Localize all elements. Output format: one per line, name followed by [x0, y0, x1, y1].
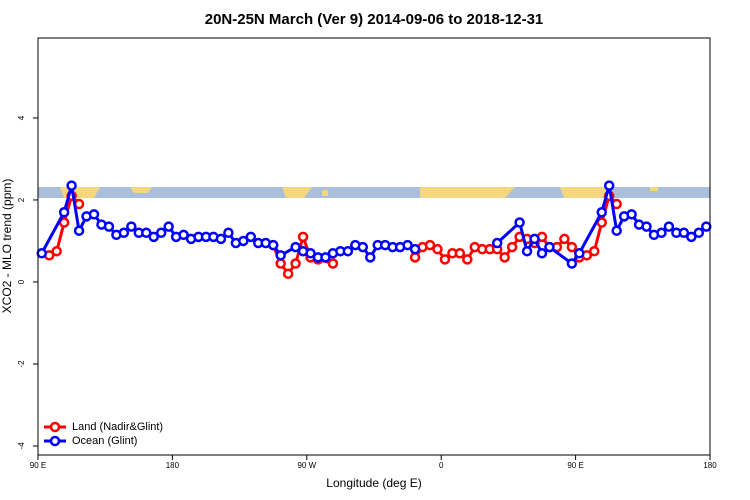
point	[58, 207, 70, 218]
y-tick-label: -4	[17, 442, 26, 450]
x-tick-label: 0	[439, 461, 444, 470]
point	[290, 258, 301, 269]
point	[529, 233, 540, 245]
point	[536, 248, 548, 259]
point	[327, 258, 339, 269]
point	[499, 252, 510, 263]
point	[521, 245, 533, 257]
x-tick-label: 90 E	[567, 461, 583, 470]
legend-label: Land (Nadir&Glint)	[72, 421, 163, 433]
point	[66, 180, 77, 191]
y-tick-label: 2	[17, 197, 26, 202]
x-tick-label: 180	[703, 461, 717, 470]
point	[506, 241, 518, 253]
y-tick-label: -2	[17, 360, 26, 368]
map-strip	[38, 187, 710, 198]
x-tick-label: 90 W	[297, 461, 316, 470]
point	[611, 225, 622, 236]
point	[544, 241, 555, 253]
point	[141, 227, 152, 239]
point	[297, 231, 309, 243]
point	[656, 227, 667, 239]
y-tick-label: 4	[17, 115, 26, 120]
point	[596, 207, 607, 218]
point	[641, 221, 652, 232]
y-axis-label: XCO2 - MLO trend (ppm)	[0, 179, 14, 314]
point	[566, 258, 578, 269]
point	[36, 248, 47, 259]
point	[118, 227, 130, 239]
point	[238, 235, 249, 247]
point	[320, 252, 331, 263]
point	[282, 268, 294, 280]
point	[155, 227, 167, 239]
point	[126, 221, 137, 232]
chart-title: 20N-25N March (Ver 9) 2014-09-06 to 2018…	[205, 11, 544, 28]
point	[342, 245, 354, 257]
point	[365, 252, 376, 263]
legend-marker	[49, 421, 61, 433]
plot-frame	[37, 37, 711, 456]
point	[73, 225, 85, 236]
point	[409, 243, 421, 255]
point	[409, 252, 421, 263]
point	[432, 243, 443, 255]
x-axis-label: Longitude (deg E)	[326, 476, 421, 490]
point	[305, 248, 316, 259]
point	[462, 254, 473, 265]
point	[88, 209, 100, 220]
point	[267, 239, 279, 251]
point	[589, 245, 600, 257]
point	[275, 250, 286, 261]
point	[163, 221, 174, 232]
point	[574, 248, 585, 259]
point	[290, 241, 301, 253]
point	[51, 245, 62, 257]
point	[663, 221, 675, 232]
point	[357, 241, 369, 253]
x-tick-label: 90 E	[30, 461, 46, 470]
point	[223, 227, 234, 239]
point	[178, 229, 189, 241]
point	[701, 221, 712, 232]
legend-label: Ocean (Glint)	[72, 435, 137, 447]
point	[215, 233, 227, 245]
point	[148, 231, 159, 243]
point	[678, 227, 690, 239]
point	[491, 237, 503, 249]
point	[693, 227, 705, 239]
y-tick-label: 0	[17, 279, 26, 284]
x-tick-label: 180	[166, 461, 180, 470]
point	[275, 258, 286, 269]
point	[626, 209, 637, 220]
legend-marker	[49, 435, 61, 447]
point	[103, 221, 115, 232]
point	[514, 217, 525, 228]
point	[424, 239, 436, 251]
point	[454, 248, 466, 259]
point	[402, 239, 413, 251]
point	[686, 231, 697, 243]
point	[559, 233, 570, 245]
point	[603, 180, 615, 191]
point	[439, 254, 451, 265]
point	[245, 231, 257, 243]
point	[566, 241, 578, 253]
